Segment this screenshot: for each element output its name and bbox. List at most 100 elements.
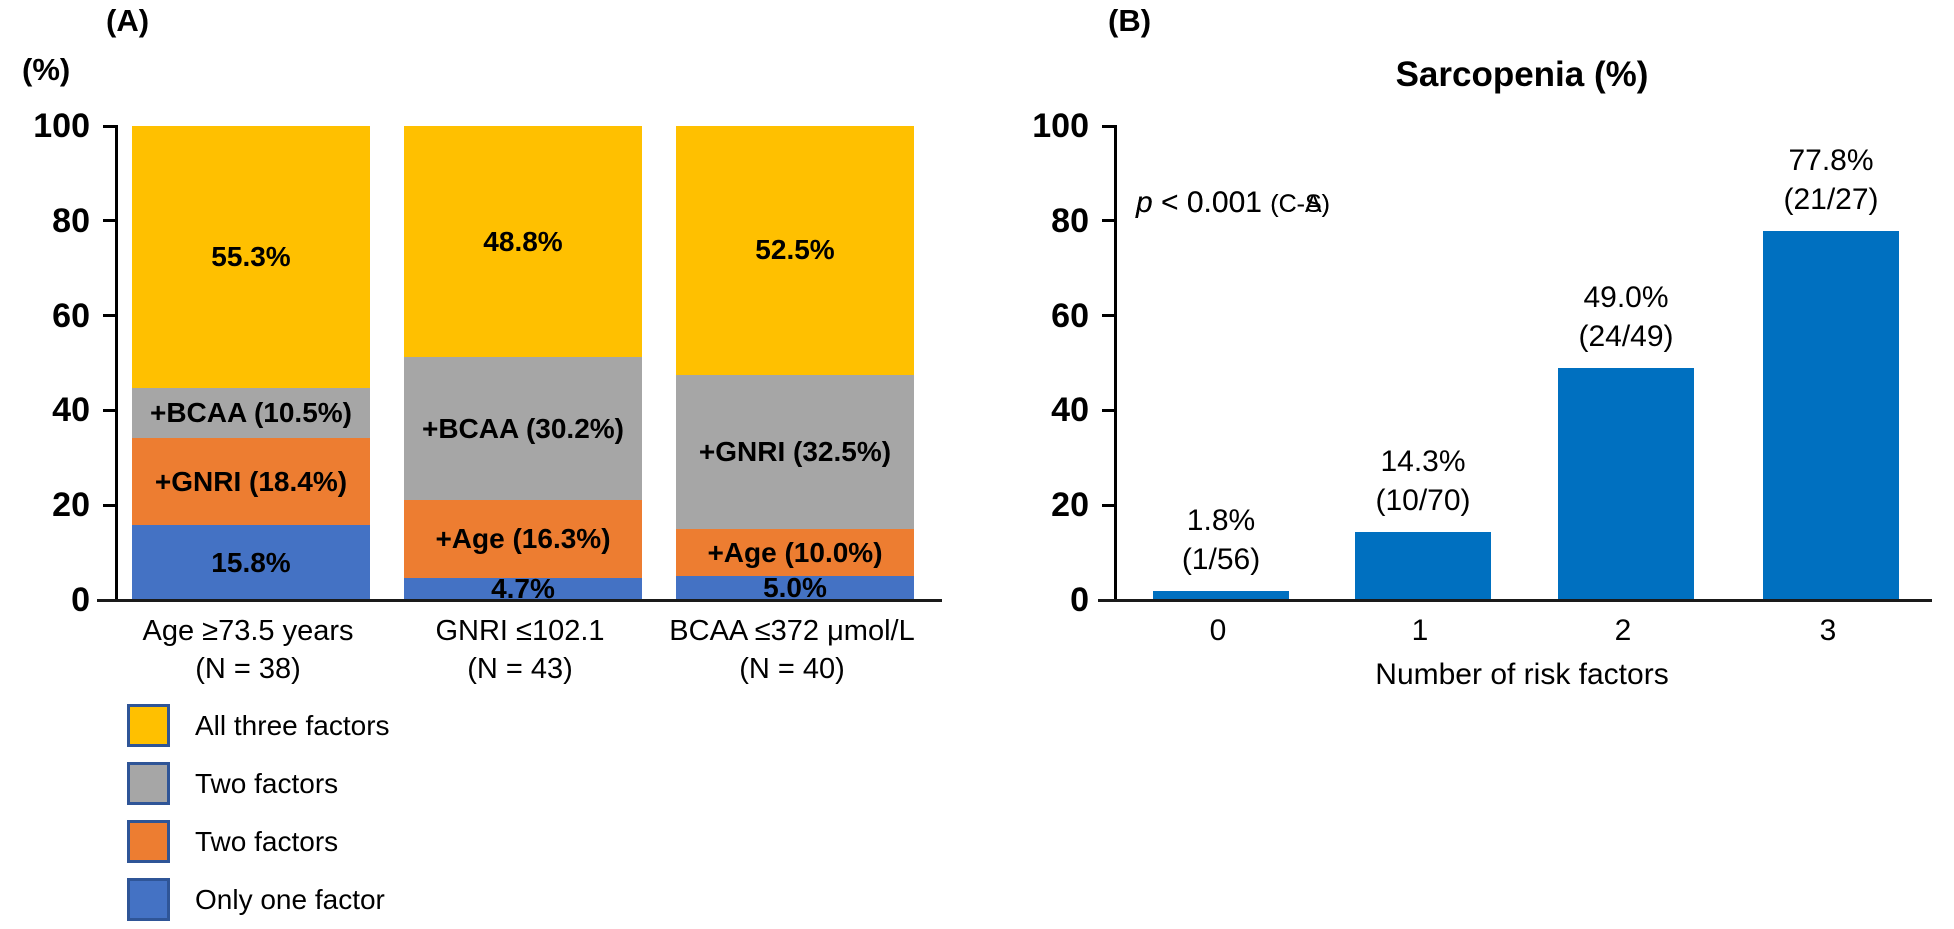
panel-a-legend: All three factors Two factors Two factors O… (127, 704, 390, 921)
legend-row-0: All three factors (127, 704, 390, 747)
legend-label-1: Two factors (195, 767, 339, 799)
bar-1-segment-0: 4.7% (404, 572, 642, 604)
panel-b-bar-1-label-percent: 14.3% (1380, 445, 1466, 479)
bar-0-segment-0: 15.8% (132, 525, 370, 600)
panel-a-ytick-label: 100 (33, 107, 90, 145)
panel-a-ytick-mark (103, 314, 118, 318)
panel-b-bar-3-label: 77.8% (21/27) (1783, 141, 1878, 219)
panel-b-xtick-0: 0 (1209, 614, 1227, 647)
panel-a-plot-area: 100 80 60 40 20 0 15.8% +GNRI (18.4%) +BCAA (10.… (33, 109, 937, 617)
bar-2-segment-0: 5.0% (676, 572, 914, 604)
panel-a-category-0: Age ≥73.5 years (N = 38) (143, 612, 354, 688)
panel-a-category-0-line1: Age ≥73.5 years (142, 615, 354, 647)
panel-a-ytick-mark (103, 124, 118, 128)
bar-1-segment-1-label: +Age (16.3%) (435, 523, 611, 555)
pvalue-line-1-value: < 0.001 (1152, 186, 1271, 219)
bar-1-segment-2-label: +BCAA (30.2%) (421, 412, 624, 444)
panel-a-category-1: GNRI ≤102.1 (N = 43) (435, 612, 604, 688)
bar-0-segment-0-label: 15.8% (211, 546, 291, 578)
legend-row-2: Two factors (127, 820, 390, 863)
panel-b-bar-0-label: 1.8% (1/56) (1182, 501, 1260, 579)
panel-b-ytick-mark (1102, 124, 1117, 128)
bar-1-segment-0-label: 4.7% (491, 572, 555, 604)
panel-b-bar-3 (1763, 231, 1899, 600)
bar-0-segment-1-label: +GNRI (18.4%) (154, 465, 348, 497)
panel-a-label: (A) (106, 3, 150, 38)
panel-b-bar-3-label-percent: 77.8% (1788, 144, 1874, 178)
panel-a-category-2: BCAA ≤372 μmol/L (N = 40) (669, 612, 914, 688)
panel-b-bar-1 (1355, 532, 1491, 600)
panel-b-bar-2-label-fraction: (24/49) (1578, 319, 1674, 353)
panel-b-bar-2-label-percent: 49.0% (1583, 280, 1669, 314)
legend-swatch-1 (127, 762, 170, 805)
panel-b-label: (B) (1108, 3, 1152, 38)
legend-swatch-3 (127, 878, 170, 921)
bar-2-segment-1-label: +Age (10.0%) (707, 536, 883, 568)
panel-a-category-2-line1: BCAA ≤372 μmol/L (669, 615, 915, 647)
panel-b-xtick-2: 2 (1614, 614, 1632, 647)
panel-b-xaxis-line (1098, 599, 1932, 602)
legend-label-0: All three factors (195, 709, 390, 741)
bar-0-segment-1: +GNRI (18.4%) (132, 437, 370, 526)
bar-0-segment-2-label: +BCAA (10.5%) (149, 397, 352, 429)
panel-a-category-1-line2: (N = 43) (467, 653, 573, 685)
panel-b-bar-3-label-fraction: (21/27) (1783, 183, 1879, 217)
bar-2-segment-2: +GNRI (32.5%) (676, 374, 914, 529)
panel-b-title: Sarcopenia (%) (1395, 55, 1649, 94)
panel-b-ytick-label: 100 (1032, 107, 1089, 145)
panel-a-ytick-label: 60 (52, 296, 90, 335)
legend-swatch-0 (127, 704, 170, 747)
panel-b-ytick-label: 40 (1051, 391, 1089, 430)
panel-a-category-0-line2: (N = 38) (195, 653, 301, 685)
panel-a-ytick-label: 40 (52, 391, 90, 430)
panel-b-ytick-mark (1102, 314, 1117, 318)
panel-b-bar-1-label-fraction: (10/70) (1375, 484, 1471, 518)
panel-a-ytick-mark (103, 219, 118, 223)
panel-b-ytick-mark (1102, 503, 1117, 507)
panel-b-ytick-label: 80 (1051, 201, 1089, 240)
bar-2-segment-3: 52.5% (676, 126, 914, 375)
bar-1-segment-2: +BCAA (30.2%) (404, 357, 642, 501)
panel-b-ytick-mark (1102, 408, 1117, 412)
stacked-bar-1: 4.7% +Age (16.3%) +BCAA (30.2%) 48.8% (404, 126, 642, 604)
pvalue-line-0: p < 0.001 (C-S) (1136, 181, 1330, 226)
panel-b-ytick-label: 20 (1051, 486, 1089, 525)
pvalue-line-1-comparison: (C-A) (1270, 190, 1331, 218)
panel-b-bar-1-label: 14.3% (10/70) (1375, 442, 1470, 520)
pvalue-line-1-symbol: p (1136, 186, 1153, 219)
panel-b-plot-area: 100 80 60 40 20 0 1.8% (1/56) 14.3% (10/70) 49.0% (… (1032, 109, 1930, 617)
panel-a-ytick-mark (103, 408, 118, 412)
stacked-bar-2: 5.0% +Age (10.0%) +GNRI (32.5%) 52.5% (676, 126, 914, 604)
bar-1-segment-1: +Age (16.3%) (404, 500, 642, 578)
panel-b-xtick-3: 3 (1819, 614, 1837, 647)
legend-swatch-2 (127, 820, 170, 863)
panel-b-bar-0 (1153, 591, 1289, 600)
panel-a-ytick-label: 20 (52, 486, 90, 525)
bar-0-segment-3-label: 55.3% (211, 241, 291, 273)
panel-a-category-1-line1: GNRI ≤102.1 (435, 615, 605, 647)
panel-b-ytick-label: 60 (1051, 296, 1089, 335)
bar-0-segment-2: +BCAA (10.5%) (132, 388, 370, 438)
legend-row-3: Only one factor (127, 878, 390, 921)
panel-a-ytick-label: 80 (52, 201, 90, 240)
pvalue-line-0-symbol: p (1136, 186, 1153, 219)
pvalue-line-1: p < 0.001 (C-A) (1136, 181, 1330, 226)
panel-b-xaxis-title: Number of risk factors (1375, 658, 1669, 691)
panel-b-ytick-mark (1102, 219, 1117, 223)
panel-b-xtick-1: 1 (1411, 614, 1429, 647)
legend-row-1: Two factors (127, 762, 390, 805)
legend-label-2: Two factors (195, 825, 339, 857)
stacked-bar-0: 15.8% +GNRI (18.4%) +BCAA (10.5%) 55.3% (132, 126, 370, 600)
panel-b-bar-2-label: 49.0% (24/49) (1578, 278, 1673, 356)
panel-b-bar-2 (1558, 367, 1694, 600)
bar-2-segment-0-label: 5.0% (763, 572, 827, 604)
legend-label-3: Only one factor (195, 883, 385, 915)
bar-2-segment-2-label: +GNRI (32.5%) (698, 435, 892, 467)
panel-b-bar-0-label-fraction: (1/56) (1181, 543, 1261, 577)
pvalue-line-0-comparison: (C-S) (1270, 190, 1331, 218)
panel-a-yaxis-title: (%) (22, 52, 71, 87)
panel-b-bar-0-label-percent: 1.8% (1186, 504, 1256, 538)
bar-2-segment-3-label: 52.5% (755, 234, 835, 266)
bar-0-segment-3: 55.3% (132, 126, 370, 389)
